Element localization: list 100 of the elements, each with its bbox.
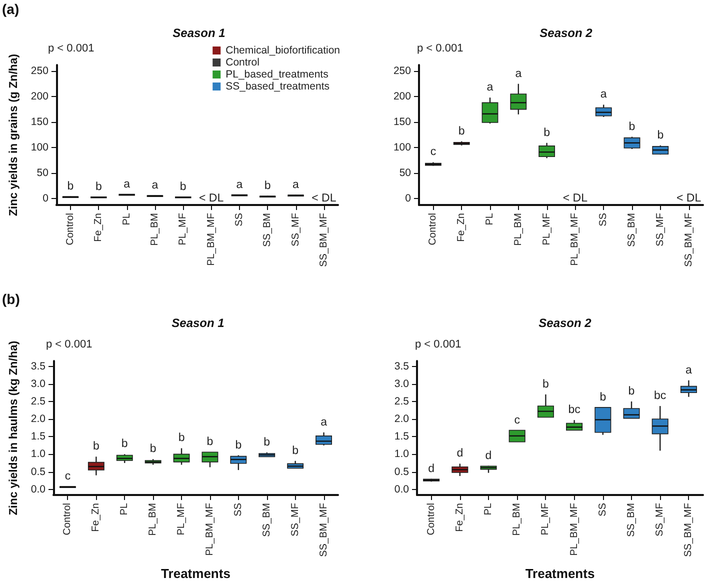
y-tick-label: 0.0 <box>394 483 410 496</box>
text: b <box>544 126 550 139</box>
x-tick-label: SS_BM_MF <box>318 503 330 557</box>
text: b <box>67 180 74 192</box>
legend-label: PL_based_treatments <box>226 68 328 80</box>
x-tick-label: PL_MF <box>540 503 552 536</box>
x-tick-label: SS <box>234 212 245 226</box>
text: p < 0.001 <box>48 42 94 54</box>
x-tick-label: PL_BM_MF <box>570 213 581 266</box>
x-tick-label: SS <box>232 502 244 516</box>
y-tick-label: 1.5 <box>30 430 46 443</box>
y-tick-label: 0.0 <box>30 483 46 496</box>
x-tick-label: PL_BM_MF <box>204 503 216 556</box>
chart-title: Season 1 <box>172 26 226 40</box>
x-axis-title: Treatments <box>525 566 595 581</box>
text: a <box>292 178 299 191</box>
text: a <box>124 178 130 190</box>
text: a <box>152 179 158 192</box>
text: a <box>320 416 327 428</box>
text: a <box>236 178 243 191</box>
y-tick-label: 50 <box>36 166 49 179</box>
text: b <box>235 439 242 452</box>
x-tick-label: Control <box>426 503 437 536</box>
text: < DL <box>312 192 336 204</box>
x-tick-label: PL_BM <box>512 503 523 536</box>
text: bc <box>568 404 580 416</box>
text: b <box>264 180 271 192</box>
x-tick-label: SS_BM <box>626 503 637 537</box>
text: b <box>206 436 214 448</box>
x-tick-label: SS <box>598 212 610 226</box>
x-tick-label: SS_MF <box>654 503 666 536</box>
y-axis-title: Zinc yields in haulms (kg Zn/ha) <box>8 340 20 516</box>
x-tick-label: PL <box>484 212 496 226</box>
legend-label: SS_based_treatments <box>226 80 330 92</box>
x-tick-label: Fe_Zn <box>93 213 104 242</box>
text: p < 0.001 <box>46 338 92 350</box>
text: b <box>657 129 664 142</box>
x-tick-label: SS_MF <box>290 213 302 246</box>
x-tick-label: Control <box>428 213 439 246</box>
y-tick-label: 3.5 <box>30 360 46 372</box>
x-tick-label: SS_BM <box>261 503 272 537</box>
y-tick-label: 1.5 <box>394 430 410 443</box>
x-tick-label: PL_BM_MF <box>568 503 580 556</box>
y-tick-label: 2.5 <box>30 395 46 408</box>
text: < DL <box>198 192 224 204</box>
x-tick-label: SS_MF <box>654 213 666 246</box>
x-tick-label: SS <box>597 502 608 516</box>
x-tick-label: Control <box>65 213 76 246</box>
x-tick-label: Fe_Zn <box>454 503 466 532</box>
text: (a) <box>2 1 20 17</box>
x-tick-label: SS_BM <box>262 213 274 247</box>
y-tick-label: 100 <box>393 141 412 154</box>
text: b <box>150 443 156 456</box>
y-tick-label: 0.5 <box>394 466 410 478</box>
text: b <box>264 436 270 448</box>
x-tick-label: SS_BM <box>626 213 638 247</box>
text: b <box>628 120 636 133</box>
text: d <box>485 450 492 462</box>
x-tick-label: PL_BM_MF <box>206 213 217 266</box>
text: (b) <box>2 291 20 307</box>
y-tick-label: 2.5 <box>394 395 410 408</box>
x-axis-title: Treatments <box>161 566 230 581</box>
x-tick-label: PL_MF <box>178 213 189 246</box>
text: a <box>600 88 607 101</box>
text: a <box>486 82 494 94</box>
x-tick-label: Control <box>62 503 74 536</box>
text: b <box>628 385 635 398</box>
y-tick-label: 50 <box>399 166 412 179</box>
y-tick-label: 3.0 <box>30 378 46 390</box>
x-tick-label: PL <box>119 502 130 516</box>
text: bc <box>654 390 666 402</box>
y-tick-label: 150 <box>393 116 412 128</box>
y-tick-label: 3.5 <box>394 360 410 372</box>
text: < DL <box>676 192 702 204</box>
x-tick-label: PL_BM <box>148 503 159 536</box>
x-tick-label: Fe_Zn <box>90 503 102 532</box>
y-tick-label: 0 <box>42 192 49 204</box>
legend-label: Chemical_biofortification <box>226 44 340 56</box>
text: c <box>64 470 71 483</box>
x-tick-label: PL <box>483 502 494 516</box>
y-tick-label: 150 <box>30 116 49 128</box>
text: a <box>515 68 522 80</box>
text: b <box>292 444 299 457</box>
chart-title: Season 1 <box>172 316 225 330</box>
text: b <box>178 432 185 444</box>
text: c <box>514 414 520 426</box>
y-tick-label: 0.5 <box>30 466 46 478</box>
x-tick-label: PL_BM <box>149 213 160 246</box>
text: p < 0.001 <box>415 338 462 350</box>
text: d <box>428 462 435 475</box>
y-tick-label: 200 <box>393 90 412 103</box>
legend-label: Control <box>226 56 260 68</box>
x-tick-label: SS_BM_MF <box>683 213 694 267</box>
text: < DL <box>562 192 588 204</box>
x-tick-label: SS_BM_MF <box>318 213 330 267</box>
y-tick-label: 0 <box>405 192 412 204</box>
text: c <box>430 146 436 158</box>
chart-title: Season 2 <box>540 26 593 40</box>
x-tick-label: SS_MF <box>290 503 301 536</box>
y-tick-label: 100 <box>30 141 49 154</box>
